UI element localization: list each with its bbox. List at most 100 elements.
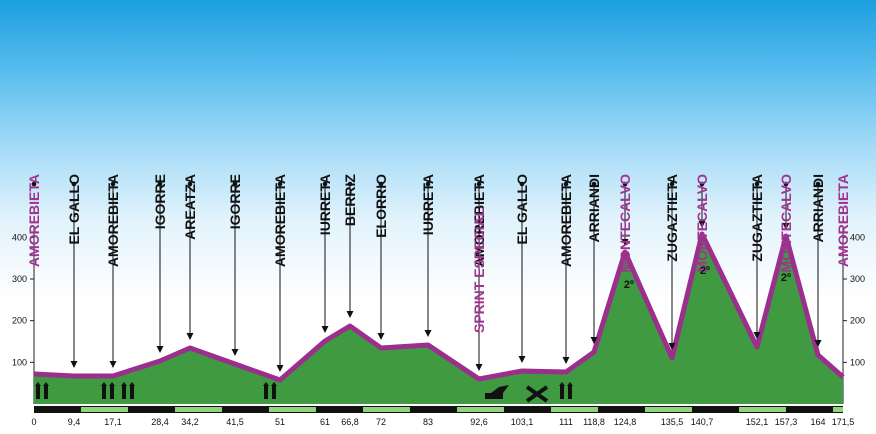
km-label: 9,4 <box>68 417 81 427</box>
level-crossing-icon <box>101 382 115 399</box>
distance-bar-segment <box>739 407 786 412</box>
km-label: 0 <box>31 417 36 427</box>
distance-bar-segment <box>269 407 316 412</box>
pointer-arrowhead <box>321 326 329 333</box>
km-label: 118,8 <box>583 417 605 427</box>
distance-bar <box>34 406 843 413</box>
pointer-arrowhead <box>186 333 194 340</box>
distance-bar-base <box>34 406 843 413</box>
pointer-arrowhead <box>156 346 164 353</box>
km-label: 171,5 <box>832 417 855 427</box>
level-crossing-icon <box>263 382 277 399</box>
km-label: 34,2 <box>181 417 199 427</box>
pointer-arrowhead <box>753 332 761 339</box>
pointer-arrowhead <box>621 239 629 246</box>
km-label: 66,8 <box>341 417 359 427</box>
altitude-tick-label: 100 <box>850 357 865 367</box>
km-label: 17,1 <box>104 417 122 427</box>
place-labels: AMOREBIETA EL GALLO AMOREBIETA IGORRE AREATZ… <box>26 174 851 273</box>
distance-bar-segment <box>833 407 843 412</box>
km-label: 51 <box>275 417 285 427</box>
pointer-arrowhead <box>109 361 117 368</box>
km-label: 140,7 <box>691 417 714 427</box>
sprint-arrow-icon <box>485 385 509 399</box>
place-label-areatza: AREATZA <box>182 174 198 240</box>
pointer-arrowhead <box>698 221 706 228</box>
pointer-dot <box>31 181 37 187</box>
altitude-tick-label: 100 <box>12 357 27 367</box>
place-label-igorre: IGORRE <box>152 174 168 229</box>
km-label: 111 <box>559 417 573 427</box>
distance-bar-segment <box>551 407 598 412</box>
altitude-tick-label: 400 <box>12 232 27 242</box>
km-label: 61 <box>320 417 330 427</box>
place-pointers <box>31 181 822 372</box>
place-label-montecalvo: MONTECALVO <box>617 174 633 273</box>
km-label: 83 <box>423 417 433 427</box>
place-label-elorrio: ELORRIO <box>373 174 389 238</box>
altitude-tick-label: 300 <box>850 274 865 284</box>
sprint-especial-label: SPRINT ESPECIAL <box>471 207 487 333</box>
place-label-montecalvo: MONTECALVO <box>778 174 794 273</box>
place-label-berriz: BERRIZ <box>342 174 358 227</box>
climb-category-label: 2º <box>700 265 710 277</box>
distance-bar-segment <box>363 407 410 412</box>
level-crossing-icon <box>559 382 573 399</box>
altitude-tick-label: 200 <box>12 316 27 326</box>
pointer-arrowhead <box>518 356 526 363</box>
place-label-igorre: IGORRE <box>227 174 243 229</box>
km-label: 41,5 <box>226 417 244 427</box>
place-label-amorebieta: AMOREBIETA <box>558 174 574 267</box>
place-label-el-gallo: EL GALLO <box>66 174 82 245</box>
km-label: 28,4 <box>151 417 169 427</box>
pointer-arrowhead <box>231 349 239 356</box>
place-label-zugaztieta: ZUGAZTIETA <box>664 174 680 262</box>
sprint-cross-icon <box>525 385 549 403</box>
km-label: 72 <box>376 417 386 427</box>
pointer-arrowhead <box>475 364 483 371</box>
pointer-arrowhead <box>276 365 284 372</box>
place-label-arriandi: ARRIANDI <box>586 174 602 242</box>
level-crossing-icon <box>121 382 135 399</box>
km-tick-labels: 0 9,4 17,1 28,4 34,2 41,5 51 61 66,8 72 83 92,6 103,… <box>31 417 854 427</box>
place-label-el-gallo: EL GALLO <box>514 174 530 245</box>
pointer-arrowhead <box>424 330 432 337</box>
place-label-amorebieta: AMOREBIETA <box>26 174 42 267</box>
place-label-amorebieta: AMOREBIETA <box>272 174 288 267</box>
distance-bar-segment <box>457 407 504 412</box>
altitude-tick-label: 300 <box>12 274 27 284</box>
altitude-tick-label: 400 <box>850 232 865 242</box>
pointer-arrowhead <box>782 223 790 230</box>
pointer-arrowhead <box>668 343 676 350</box>
pointer-arrowhead <box>562 357 570 364</box>
road-signs <box>35 382 573 403</box>
climb-categories: 2º 2º 2º <box>624 265 791 291</box>
place-label-montecalvo: MONTECALVO <box>694 174 710 273</box>
km-label: 92,6 <box>470 417 488 427</box>
km-label: 152,1 <box>746 417 769 427</box>
place-label-zugaztieta: ZUGAZTIETA <box>749 174 765 262</box>
level-crossing-icon <box>35 382 49 399</box>
distance-bar-segment <box>175 407 222 412</box>
place-label-iurreta: IURRETA <box>420 174 436 235</box>
distance-bar-segment <box>81 407 128 412</box>
pointer-arrowhead <box>377 333 385 340</box>
distance-bar-segment <box>645 407 692 412</box>
pointer-arrowhead <box>814 340 822 347</box>
km-label: 135,5 <box>661 417 684 427</box>
km-label: 103,1 <box>511 417 534 427</box>
place-label-amorebieta: AMOREBIETA <box>471 174 487 267</box>
place-label-amorebieta: AMOREBIETA <box>835 174 851 267</box>
climb-category-label: 2º <box>781 272 791 284</box>
place-label-arriandi: ARRIANDI <box>810 174 826 242</box>
climb-category-label: 2º <box>624 279 634 291</box>
pointer-arrowhead <box>70 361 78 368</box>
altitude-tick-label: 200 <box>850 316 865 326</box>
terrain-profile <box>34 234 843 404</box>
place-label-amorebieta: AMOREBIETA <box>105 174 121 267</box>
profile-ridge-line <box>33 231 845 383</box>
pointer-arrowhead <box>346 311 354 318</box>
place-label-iurreta: IURRETA <box>317 174 333 235</box>
km-label: 124,8 <box>614 417 637 427</box>
